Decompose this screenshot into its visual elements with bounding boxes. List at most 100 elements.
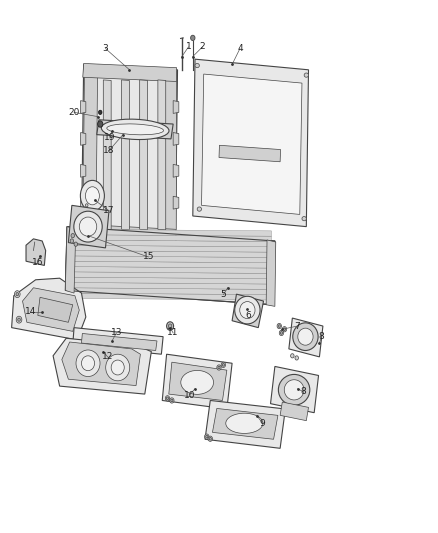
Ellipse shape	[240, 302, 255, 319]
Polygon shape	[201, 74, 302, 214]
Polygon shape	[232, 294, 264, 328]
Ellipse shape	[166, 322, 173, 330]
Text: 3: 3	[102, 44, 108, 53]
Text: 1: 1	[186, 43, 191, 52]
Ellipse shape	[99, 110, 102, 115]
Polygon shape	[68, 235, 272, 241]
Text: 17: 17	[103, 206, 115, 215]
Ellipse shape	[206, 435, 208, 438]
Ellipse shape	[208, 436, 212, 441]
Polygon shape	[266, 240, 276, 306]
Polygon shape	[81, 196, 86, 209]
Ellipse shape	[85, 187, 99, 205]
Text: 7: 7	[295, 321, 300, 330]
Text: 10: 10	[184, 391, 195, 400]
Ellipse shape	[101, 119, 169, 140]
Ellipse shape	[222, 364, 224, 366]
Polygon shape	[83, 224, 175, 242]
Ellipse shape	[298, 328, 313, 345]
Polygon shape	[53, 338, 151, 394]
Ellipse shape	[74, 211, 102, 242]
Text: 16: 16	[32, 258, 43, 266]
Polygon shape	[83, 63, 177, 82]
Ellipse shape	[81, 356, 95, 370]
Polygon shape	[65, 227, 76, 293]
Polygon shape	[81, 64, 177, 243]
Ellipse shape	[205, 434, 209, 439]
Ellipse shape	[191, 35, 195, 41]
Ellipse shape	[98, 121, 103, 127]
Polygon shape	[68, 261, 272, 268]
Ellipse shape	[278, 325, 280, 327]
Polygon shape	[68, 282, 272, 289]
Text: 8: 8	[319, 332, 325, 341]
Text: 19: 19	[104, 133, 116, 142]
Ellipse shape	[290, 354, 294, 358]
Polygon shape	[173, 165, 179, 177]
Ellipse shape	[302, 216, 306, 221]
Ellipse shape	[71, 233, 74, 238]
Ellipse shape	[279, 330, 284, 336]
Ellipse shape	[277, 324, 282, 329]
Polygon shape	[68, 251, 272, 257]
Text: 13: 13	[111, 328, 122, 337]
Text: 11: 11	[167, 328, 179, 337]
Text: 6: 6	[246, 311, 251, 320]
Ellipse shape	[197, 207, 201, 211]
Ellipse shape	[81, 180, 104, 211]
Polygon shape	[97, 120, 173, 139]
Text: 20: 20	[68, 108, 80, 117]
Ellipse shape	[18, 318, 20, 321]
Ellipse shape	[16, 293, 18, 296]
Polygon shape	[68, 293, 272, 300]
Ellipse shape	[76, 350, 100, 376]
Ellipse shape	[168, 324, 172, 328]
Text: 14: 14	[25, 307, 36, 316]
Ellipse shape	[79, 217, 97, 236]
Ellipse shape	[14, 290, 20, 297]
Ellipse shape	[293, 323, 318, 351]
Polygon shape	[289, 318, 323, 357]
Ellipse shape	[70, 239, 74, 243]
Polygon shape	[173, 101, 179, 114]
Polygon shape	[83, 68, 98, 236]
Ellipse shape	[181, 370, 214, 394]
Polygon shape	[68, 205, 109, 248]
Polygon shape	[81, 101, 86, 114]
Ellipse shape	[217, 365, 221, 370]
Polygon shape	[68, 266, 272, 273]
Polygon shape	[169, 362, 227, 400]
Ellipse shape	[106, 354, 130, 381]
Polygon shape	[68, 288, 272, 295]
Ellipse shape	[235, 296, 260, 324]
Ellipse shape	[74, 242, 78, 246]
Ellipse shape	[111, 360, 124, 375]
Ellipse shape	[209, 438, 212, 440]
Ellipse shape	[283, 327, 287, 332]
Ellipse shape	[16, 316, 22, 323]
Polygon shape	[68, 240, 272, 247]
Polygon shape	[140, 80, 148, 230]
Ellipse shape	[171, 399, 173, 402]
Polygon shape	[81, 334, 157, 351]
Text: 2: 2	[200, 43, 205, 52]
Polygon shape	[163, 70, 177, 241]
Text: 8: 8	[300, 387, 306, 396]
Polygon shape	[173, 196, 179, 209]
Ellipse shape	[170, 398, 174, 403]
Polygon shape	[73, 328, 163, 354]
Polygon shape	[26, 239, 46, 265]
Polygon shape	[271, 367, 318, 413]
Ellipse shape	[226, 413, 263, 433]
Polygon shape	[68, 229, 272, 236]
Ellipse shape	[195, 63, 199, 68]
Polygon shape	[158, 80, 166, 230]
Polygon shape	[280, 402, 308, 421]
Ellipse shape	[221, 362, 226, 368]
Polygon shape	[68, 272, 272, 279]
Text: 15: 15	[142, 253, 154, 261]
Polygon shape	[205, 400, 286, 448]
Polygon shape	[81, 165, 86, 177]
Ellipse shape	[304, 73, 308, 77]
Ellipse shape	[165, 395, 170, 401]
